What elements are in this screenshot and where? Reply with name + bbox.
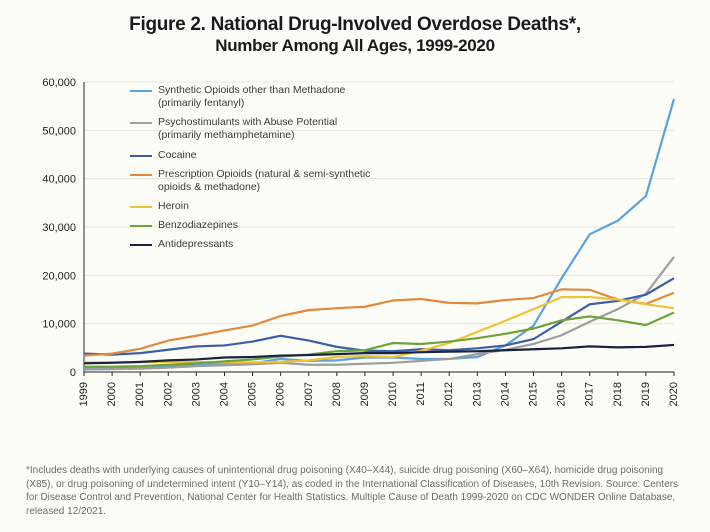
legend-item: Benzodiazepines [130, 219, 378, 232]
legend-item: Synthetic Opioids other than Methadone (… [130, 84, 378, 110]
svg-text:2010: 2010 [387, 382, 399, 406]
svg-text:2008: 2008 [331, 382, 343, 406]
svg-text:2019: 2019 [640, 382, 652, 406]
svg-text:2016: 2016 [556, 382, 568, 406]
svg-text:2009: 2009 [359, 382, 371, 406]
legend-item: Cocaine [130, 149, 378, 162]
legend-label: Psychostimulants with Abuse Potential (p… [158, 116, 378, 142]
figure-wrapper: Figure 2. National Drug-Involved Overdos… [0, 0, 710, 532]
svg-text:2011: 2011 [415, 382, 427, 406]
legend-item: Heroin [130, 200, 378, 213]
svg-text:2003: 2003 [190, 382, 202, 406]
svg-text:30,000: 30,000 [42, 222, 76, 234]
footnote: *Includes deaths with underlying causes … [26, 464, 690, 518]
title-line2: Number Among All Ages, 1999-2020 [20, 36, 690, 56]
legend-label: Synthetic Opioids other than Methadone (… [158, 84, 378, 110]
svg-text:2001: 2001 [134, 382, 146, 406]
svg-text:2017: 2017 [584, 382, 596, 406]
svg-text:2004: 2004 [218, 382, 230, 406]
svg-text:2014: 2014 [499, 382, 511, 406]
svg-text:2006: 2006 [275, 382, 287, 406]
svg-text:20,000: 20,000 [42, 270, 76, 282]
legend-item: Psychostimulants with Abuse Potential (p… [130, 116, 378, 142]
legend-swatch [130, 225, 152, 227]
chart-title: Figure 2. National Drug-Involved Overdos… [0, 0, 710, 58]
svg-text:2018: 2018 [612, 382, 624, 406]
legend-swatch [130, 174, 152, 176]
legend-label: Benzodiazepines [158, 219, 238, 232]
svg-text:2012: 2012 [443, 382, 455, 406]
title-line1: Figure 2. National Drug-Involved Overdos… [20, 14, 690, 36]
legend-item: Antidepressants [130, 238, 378, 251]
svg-text:2000: 2000 [106, 382, 118, 406]
svg-text:1999: 1999 [78, 382, 90, 406]
legend-swatch [130, 122, 152, 124]
svg-text:60,000: 60,000 [42, 77, 76, 89]
legend: Synthetic Opioids other than Methadone (… [130, 84, 378, 257]
legend-swatch [130, 155, 152, 157]
svg-text:40,000: 40,000 [42, 174, 76, 186]
legend-swatch [130, 90, 152, 92]
svg-text:2007: 2007 [303, 382, 315, 406]
legend-label: Prescription Opioids (natural & semi-syn… [158, 168, 378, 194]
svg-text:2015: 2015 [528, 382, 540, 406]
svg-text:10,000: 10,000 [42, 319, 76, 331]
legend-label: Heroin [158, 200, 189, 213]
svg-text:50,000: 50,000 [42, 125, 76, 137]
legend-label: Cocaine [158, 149, 197, 162]
legend-swatch [130, 206, 152, 208]
legend-label: Antidepressants [158, 238, 233, 251]
legend-swatch [130, 244, 152, 246]
legend-item: Prescription Opioids (natural & semi-syn… [130, 168, 378, 194]
svg-text:2005: 2005 [247, 382, 259, 406]
svg-text:0: 0 [70, 367, 76, 379]
svg-text:2013: 2013 [471, 382, 483, 406]
svg-text:2002: 2002 [162, 382, 174, 406]
svg-text:2020: 2020 [668, 382, 680, 406]
